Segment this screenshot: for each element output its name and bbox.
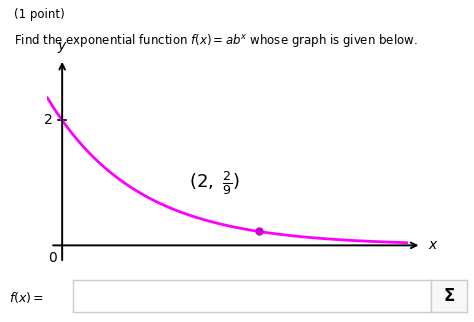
Text: Find the exponential function $f(x) = ab^x$ whose graph is given below.: Find the exponential function $f(x) = ab…: [14, 32, 418, 49]
Text: $x$: $x$: [428, 238, 439, 252]
Text: 0: 0: [48, 251, 57, 265]
Text: (1 point): (1 point): [14, 8, 65, 21]
Text: 2: 2: [44, 113, 52, 127]
Text: $f(x) =$: $f(x) =$: [9, 290, 45, 305]
Text: $y$: $y$: [57, 40, 67, 55]
Text: Σ: Σ: [444, 287, 455, 305]
Text: $(2,\ \frac{2}{9})$: $(2,\ \frac{2}{9})$: [189, 169, 240, 197]
